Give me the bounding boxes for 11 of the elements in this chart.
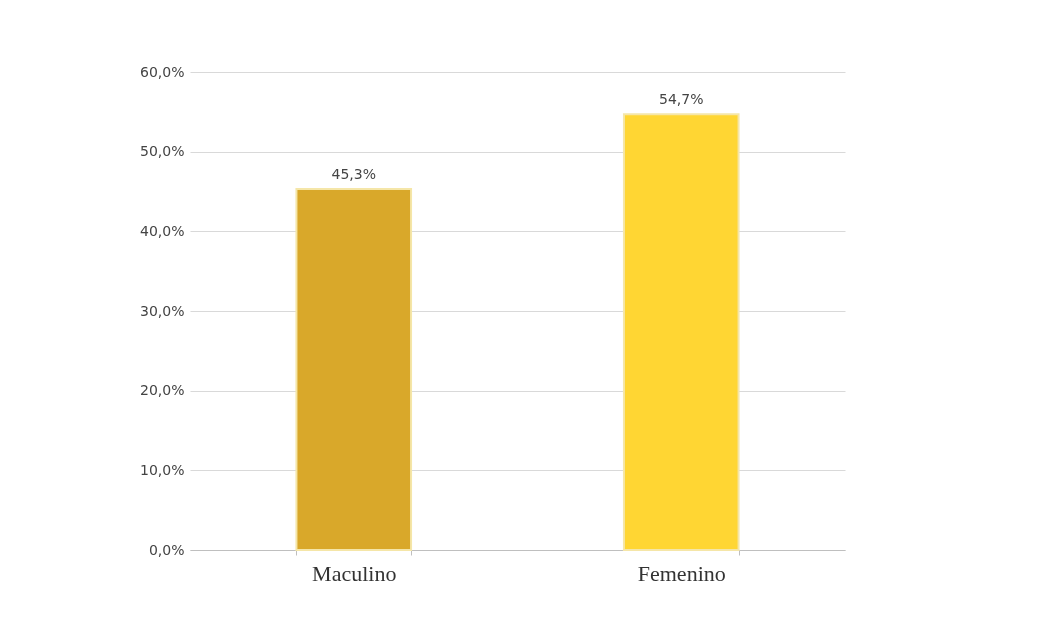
y-tick-label: 0,0% (148, 541, 185, 558)
y-tick-label: 60,0% (140, 63, 185, 80)
x-tick-label: Maculino (312, 560, 397, 586)
y-tick-label: 30,0% (140, 302, 185, 319)
y-tick-label: 40,0% (140, 222, 185, 239)
y-tick-label: 50,0% (140, 143, 185, 160)
y-tick-label: 20,0% (140, 382, 185, 399)
x-tick-label: Femenino (637, 560, 726, 586)
data-label: 54,7% (659, 91, 704, 108)
data-label: 45,3% (331, 166, 376, 183)
y-tick-label: 10,0% (140, 461, 185, 478)
